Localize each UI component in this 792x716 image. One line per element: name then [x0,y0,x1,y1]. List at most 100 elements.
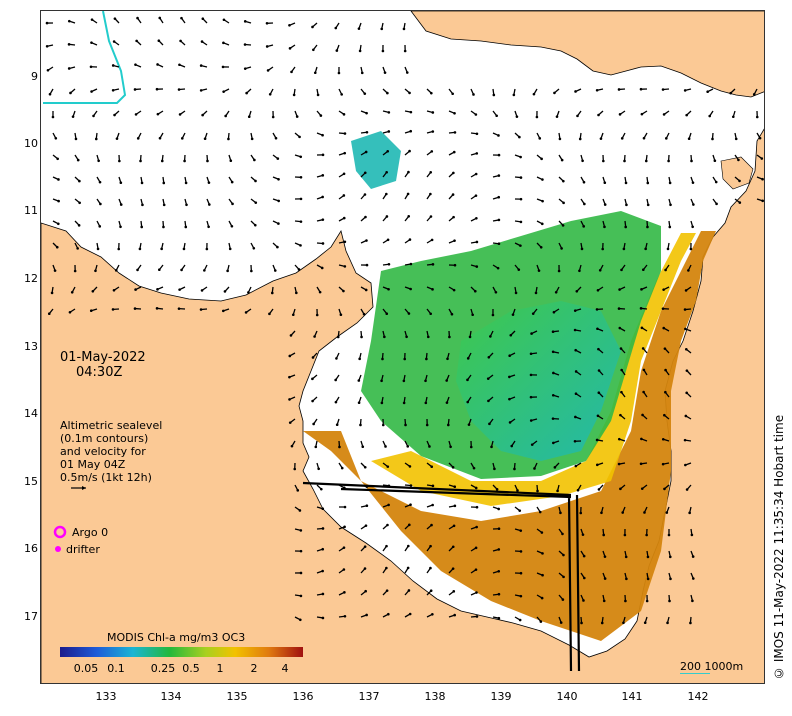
velocity-arrow-head [271,115,275,119]
velocity-arrow-head [574,90,577,93]
velocity-arrow-head [203,137,207,140]
velocity-arrow-head [409,262,413,266]
velocity-arrow-head [581,159,584,163]
velocity-arrow-head [734,137,738,141]
velocity-arrow-head [469,445,473,449]
velocity-arrow-head [599,137,603,140]
velocity-arrow-head [409,287,412,291]
velocity-arrow-head [364,288,368,292]
velocity-arrow-head [155,307,159,310]
velocity-arrow-head [362,312,366,316]
altimetry-legend: Altimetric sealevel (0.1m contours) and … [60,419,162,484]
lon-tick: 142 [687,690,709,703]
velocity-arrow-head [156,63,159,66]
velocity-arrow-head [661,307,665,310]
velocity-arrow-head [552,310,556,314]
velocity-arrow-head [487,355,491,359]
velocity-arrow-head [227,137,230,141]
velocity-arrow-head [662,326,666,330]
velocity-arrow-head [288,421,292,424]
velocity-arrow-head [292,93,296,97]
velocity-arrow-head [684,347,688,351]
altimetry-line: 01 May 04Z [60,458,126,471]
velocity-arrow-head [429,215,433,218]
velocity-arrow-head [663,487,666,491]
chlorophyll-high [303,231,716,641]
velocity-arrow-head [729,91,732,95]
velocity-arrow-head [288,354,292,358]
velocity-arrow-head [661,88,665,91]
velocity-arrow-head [57,222,60,226]
velocity-arrow-head [317,467,320,471]
velocity-arrow-head [98,180,102,184]
velocity-arrow-head [669,203,672,207]
velocity-arrow-head [78,201,81,205]
velocity-arrow-head [620,268,623,272]
velocity-arrow-head [357,27,361,30]
velocity-arrow-head [136,137,140,140]
velocity-arrow-head [625,203,628,207]
velocity-arrow-head [684,414,688,418]
velocity-arrow-head [597,488,601,491]
velocity-arrow-head [342,289,345,293]
velocity-arrow-head [299,175,303,179]
velocity-arrow-head [551,350,555,354]
velocity-arrow-head [47,312,51,316]
velocity-arrow-head [296,489,300,492]
velocity-arrow-head [231,202,234,206]
lon-tick: 134 [160,690,182,703]
velocity-arrow-head [160,159,164,163]
drifter-dot-icon [55,546,61,552]
velocity-arrow-head [684,289,688,292]
velocity-arrow-head [386,238,390,242]
velocity-arrow-head [363,193,367,196]
velocity-arrow-head [312,48,315,52]
velocity-arrow-head [363,92,367,95]
velocity-arrow-head [342,568,346,571]
velocity-arrow-head [755,115,759,119]
map-frame [40,10,765,684]
velocity-arrow-head [428,445,431,448]
velocity-arrow-head [475,615,479,618]
velocity-arrow-head [639,87,643,91]
velocity-arrow-head [687,137,691,141]
velocity-arrow-head [641,347,645,350]
lat-tick: 10 [24,137,38,150]
velocity-arrow-head [451,567,455,570]
velocity-arrow-head [387,130,391,133]
velocity-arrow-head [119,181,123,185]
velocity-arrow-head [617,437,621,441]
velocity-arrow-head [90,90,93,93]
velocity-arrow-head [252,246,256,250]
velocity-arrow-head [445,401,449,404]
velocity-arrow-head [668,225,672,229]
velocity-arrow-head [646,203,650,207]
velocity-arrow-head [73,269,77,273]
velocity-arrow-head [529,395,533,399]
velocity-arrow-head [662,288,665,291]
velocity-arrow-head [472,466,476,470]
velocity-arrow-head [222,18,226,22]
velocity-arrow-head [288,47,292,50]
velocity-arrow-head [162,181,166,185]
velocity-arrow-head [555,115,559,118]
velocity-arrow-head [250,269,253,273]
velocity-arrow-head [642,136,646,140]
velocity-arrow-head [405,71,409,74]
velocity-arrow-head [663,347,667,350]
velocity-arrow-head [276,157,280,160]
velocity-arrow-head [760,157,764,160]
velocity-arrow-head [277,199,280,203]
velocity-arrow-head [509,333,513,337]
velocity-arrow-head [133,88,137,91]
velocity-arrow-head [474,486,478,490]
velocity-arrow-head [299,529,303,532]
velocity-arrow-head [277,222,280,225]
velocity-arrow-head [531,312,535,315]
velocity-arrow-head [277,177,280,181]
velocity-arrow-head [141,203,144,207]
colorbar-tick: 4 [281,662,289,675]
lon-tick: 141 [621,690,643,703]
velocity-arrow-head [334,26,338,30]
velocity-arrow-head [340,93,343,96]
